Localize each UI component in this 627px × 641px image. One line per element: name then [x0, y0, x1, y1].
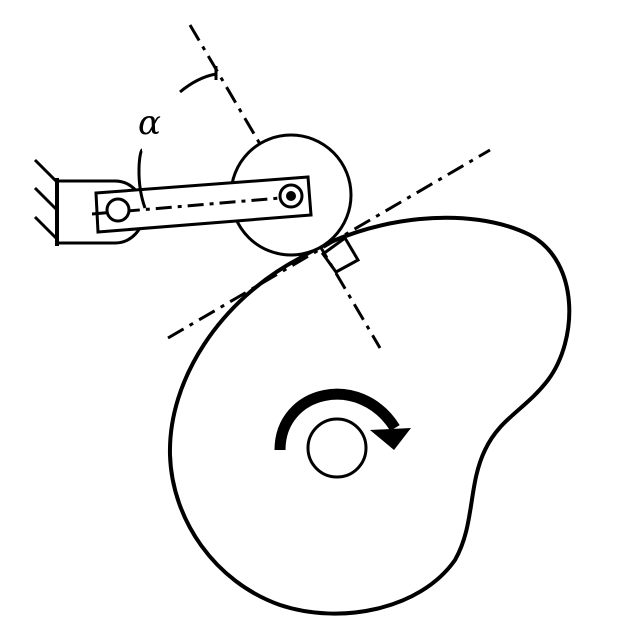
cam-shaft-hole	[308, 419, 366, 477]
rotation-arrow	[280, 394, 411, 450]
cam-profile	[170, 218, 569, 614]
roller-pin	[280, 185, 302, 207]
angle-label: α	[138, 103, 161, 143]
arm-pivot	[107, 199, 129, 221]
